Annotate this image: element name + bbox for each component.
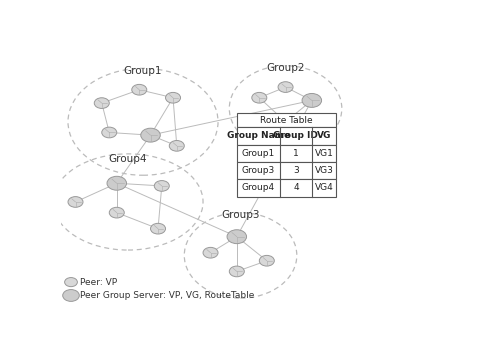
Text: 1: 1: [293, 149, 299, 158]
Text: Group4: Group4: [109, 154, 147, 164]
Bar: [237, 162, 336, 179]
Bar: [237, 179, 336, 197]
Text: Group3: Group3: [221, 210, 260, 220]
Circle shape: [278, 82, 293, 92]
Circle shape: [151, 223, 166, 234]
Text: 3: 3: [293, 166, 299, 175]
Circle shape: [65, 278, 77, 287]
Text: VG: VG: [317, 131, 331, 140]
Text: Group4: Group4: [242, 184, 275, 193]
Text: VG3: VG3: [315, 166, 333, 175]
Circle shape: [252, 92, 267, 103]
Circle shape: [141, 128, 160, 142]
Circle shape: [203, 247, 218, 258]
Text: Group ID: Group ID: [273, 131, 318, 140]
Bar: [237, 144, 336, 162]
Text: Group Name: Group Name: [227, 131, 290, 140]
Circle shape: [227, 230, 246, 244]
Circle shape: [68, 197, 83, 207]
Circle shape: [107, 176, 126, 190]
Text: VG1: VG1: [315, 149, 333, 158]
Text: Group2: Group2: [266, 63, 305, 73]
Text: Group1: Group1: [124, 66, 162, 76]
Circle shape: [102, 127, 117, 138]
Text: Peer Group Server: VP, VG, RouteTable: Peer Group Server: VP, VG, RouteTable: [80, 291, 255, 300]
Circle shape: [278, 117, 293, 127]
Circle shape: [94, 98, 109, 108]
Circle shape: [166, 92, 181, 103]
Circle shape: [109, 207, 124, 218]
Circle shape: [154, 180, 169, 191]
Bar: [237, 127, 336, 144]
Circle shape: [229, 266, 244, 277]
Bar: [237, 113, 336, 127]
Circle shape: [132, 84, 147, 95]
Circle shape: [169, 141, 184, 151]
Text: Group3: Group3: [242, 166, 275, 175]
Text: Peer: VP: Peer: VP: [80, 278, 117, 287]
Text: VG4: VG4: [315, 184, 333, 193]
Circle shape: [259, 255, 274, 266]
Text: Group1: Group1: [242, 149, 275, 158]
Circle shape: [302, 93, 321, 107]
Text: 4: 4: [293, 184, 299, 193]
Circle shape: [63, 289, 79, 302]
Text: Route Table: Route Table: [260, 116, 313, 125]
